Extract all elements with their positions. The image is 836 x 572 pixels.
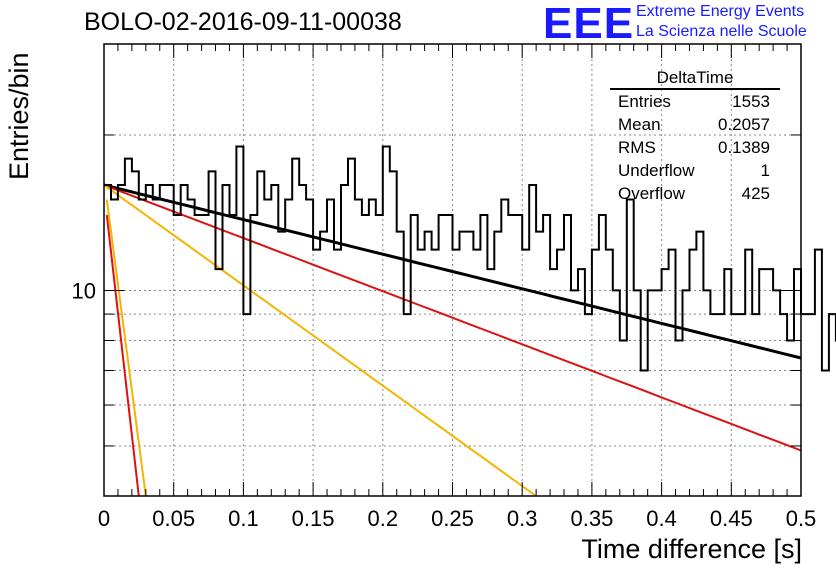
stats-label: Overflow (618, 184, 686, 203)
stats-value: 425 (741, 184, 770, 203)
stats-box-title: DeltaTime (610, 68, 780, 90)
stats-row: Underflow 1 (610, 159, 780, 182)
fit-line (103, 184, 802, 452)
y-axis-label: Entries/bin (4, 52, 34, 180)
fit-line (103, 183, 802, 360)
axis-ticks: 0 0.05 0.1 0.15 0.2 0.25 0.3 0.35 0.4 0.45 0.5 10 (72, 44, 817, 531)
fit-line (105, 214, 140, 497)
stats-value: 0.1389 (718, 138, 770, 157)
stats-box: DeltaTime Entries 1553 Mean 0.2057 RMS 0.13… (610, 68, 780, 205)
stats-label: Entries (618, 92, 671, 111)
y-tick-label: 10 (72, 278, 96, 303)
stats-value: 0.2057 (718, 115, 770, 134)
x-tick-label: 0.05 (152, 506, 195, 531)
x-tick-label: 0.15 (292, 506, 335, 531)
x-tick-label: 0.45 (710, 506, 753, 531)
stats-label: Mean (618, 115, 661, 134)
stats-label: Underflow (618, 161, 695, 180)
x-tick-label: 0.4 (646, 506, 677, 531)
stats-row: Mean 0.2057 (610, 113, 780, 136)
fit-line (105, 199, 147, 497)
x-tick-label: 0.35 (570, 506, 613, 531)
fit-line (103, 184, 537, 497)
logo-line-2: La Scienza nelle Scuole (636, 23, 807, 40)
stats-row: Overflow 425 (610, 182, 780, 205)
stats-value: 1553 (732, 92, 770, 111)
stats-row: RMS 0.1389 (610, 136, 780, 159)
x-tick-label: 0.2 (368, 506, 399, 531)
x-axis-label: Time difference [s] (581, 534, 802, 564)
eee-logo: EEE (543, 0, 635, 48)
x-tick-label: 0.25 (431, 506, 474, 531)
x-tick-label: 0.1 (228, 506, 259, 531)
stats-row: Entries 1553 (610, 90, 780, 113)
stats-value: 1 (760, 161, 770, 180)
fit-lines (103, 183, 802, 497)
x-tick-label: 0 (98, 506, 110, 531)
x-tick-label: 0.3 (507, 506, 538, 531)
chart-title: BOLO-02-2016-09-11-00038 (84, 8, 402, 36)
logo-line-1: Extreme Energy Events (636, 3, 805, 20)
plot-frame (103, 43, 802, 497)
stats-label: RMS (618, 138, 656, 157)
x-tick-label: 0.5 (786, 506, 817, 531)
